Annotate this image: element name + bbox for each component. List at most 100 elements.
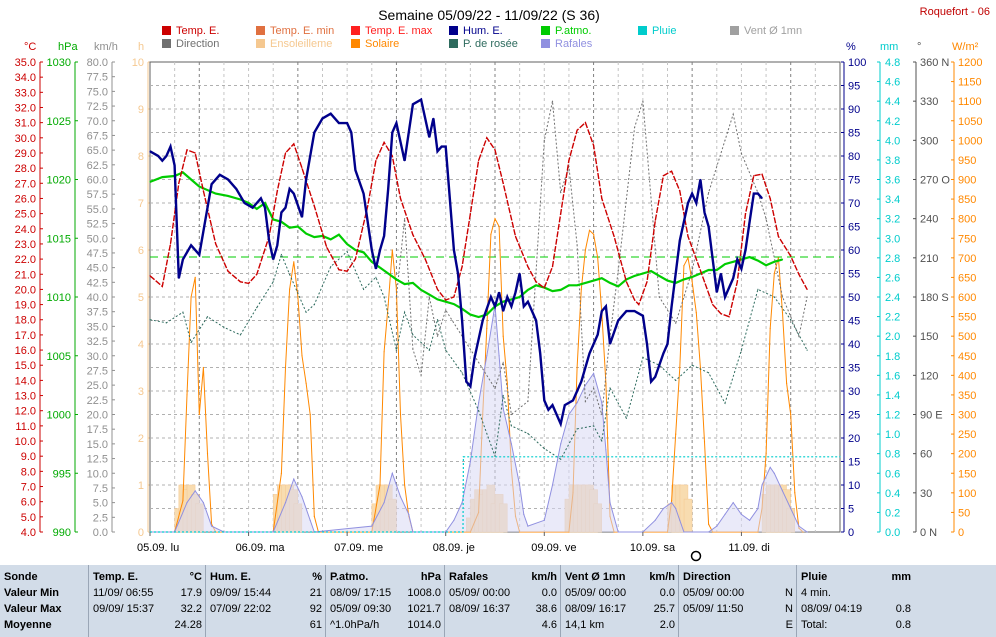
data-point (675, 433, 677, 435)
axis-tick-label-solar: 550 (958, 312, 976, 324)
data-point (211, 183, 213, 185)
data-point (712, 258, 714, 260)
stats-row-avg: 61 (210, 617, 322, 633)
data-point (765, 264, 767, 266)
axis-tick-label-rain: 4.8 (885, 57, 900, 69)
data-point (375, 276, 377, 278)
axis-tick-label-humidity: 55 (848, 269, 860, 281)
axis-tick-label-wind: 7.5 (93, 483, 108, 495)
axis-tick-label-humidity: 85 (848, 128, 860, 140)
legend-label: Temp. E. (176, 25, 219, 37)
stats-cell-value: 61 (309, 619, 322, 631)
data-point (634, 275, 636, 277)
data-point (412, 103, 414, 105)
axis-tick-label-temp: 24.0 (15, 224, 36, 236)
axis-tick-label-hours: 10 (132, 57, 144, 69)
series-hum-e (149, 97, 763, 428)
data-point (375, 268, 377, 270)
data-point (527, 266, 529, 268)
data-point (527, 432, 529, 435)
data-point (679, 366, 681, 369)
stats-cell-value: 2.0 (659, 619, 675, 631)
data-point (420, 289, 422, 291)
data-point (732, 261, 734, 263)
stats-row-label-avg: Moyenne (4, 619, 52, 631)
data-point (786, 382, 788, 384)
data-point (404, 218, 406, 220)
axis-tick-label-humidity: 80 (848, 151, 860, 163)
data-point (202, 230, 204, 232)
data-point (293, 478, 295, 480)
data-point (769, 466, 771, 468)
data-point (658, 275, 660, 277)
data-point (280, 253, 282, 256)
data-point (223, 326, 225, 328)
data-point (609, 343, 611, 345)
stats-cell-value: 92 (309, 603, 322, 615)
axis-tick-label-temp: 18.0 (15, 315, 36, 327)
data-point (724, 139, 726, 141)
axis-tick-label-wind: 22.5 (87, 395, 108, 407)
data-point (371, 261, 373, 263)
stats-row-min: 05/09/ 00:00 0.0 (449, 585, 557, 601)
data-point (609, 387, 611, 389)
data-point (654, 376, 656, 378)
data-point (272, 218, 274, 220)
data-point (773, 472, 775, 474)
axis-tick-label-wind: 80.0 (87, 57, 108, 69)
data-point (478, 159, 480, 162)
data-point (724, 513, 726, 516)
stats-cell-value: 0.0 (541, 587, 557, 599)
day-label: 08.09. je (433, 542, 475, 554)
data-point (560, 213, 562, 215)
axis-tick-label-temp: 20.0 (15, 284, 36, 296)
stats-cell-value: 0.0 (659, 587, 675, 599)
data-point (510, 425, 512, 427)
weather-chart: Semaine 05/09/22 - 11/09/22 (S 36) Roque… (15, 6, 990, 562)
data-point (523, 513, 525, 516)
data-point (404, 160, 406, 162)
axis-tick-label-rain: 2.8 (885, 253, 900, 265)
data-point (769, 197, 771, 200)
stats-row-min: 11/09/ 06:55 17.9 (93, 585, 202, 601)
data-point (453, 303, 455, 305)
data-point (387, 272, 389, 275)
stats-cell-date: 08/09/ 16:37 (449, 603, 511, 615)
data-point (564, 404, 566, 406)
axis-tick-label-temp: 4.0 (21, 527, 36, 539)
data-point (695, 258, 697, 260)
data-point (363, 193, 365, 195)
legend-swatch (541, 26, 550, 35)
data-point (506, 296, 508, 298)
axis-tick-label-solar: 150 (958, 468, 976, 480)
data-point (301, 216, 303, 218)
data-point (445, 349, 447, 351)
data-point (276, 190, 278, 192)
data-point (465, 381, 467, 383)
legend-label: P.atmo. (555, 25, 592, 37)
data-point (502, 182, 504, 184)
data-point (391, 249, 393, 251)
data-point (494, 149, 496, 151)
axis-tick-label-wind: 20.0 (87, 410, 108, 422)
legend-label: Ensoleilleme (270, 38, 332, 50)
axis-tick-label-wind: 30.0 (87, 351, 108, 363)
data-point (794, 492, 796, 494)
stats-cell-date: Total: (801, 619, 828, 631)
axis-tick-label-temp: 14.0 (15, 375, 36, 387)
data-point (654, 220, 656, 222)
data-point (252, 207, 254, 209)
data-point (642, 357, 644, 359)
data-point (248, 282, 250, 284)
data-point (227, 178, 229, 181)
data-point (321, 117, 324, 119)
data-point (806, 296, 808, 298)
axis-tick-label-wind: 67.5 (87, 130, 108, 142)
data-point (436, 150, 439, 152)
axis-tick-label-humidity: 40 (848, 339, 860, 351)
data-point (227, 195, 229, 197)
axis-tick-label-wind: 52.5 (87, 219, 108, 231)
data-point (691, 270, 693, 272)
axis-tick-label-humidity: 60 (848, 245, 860, 257)
data-point (461, 319, 463, 322)
